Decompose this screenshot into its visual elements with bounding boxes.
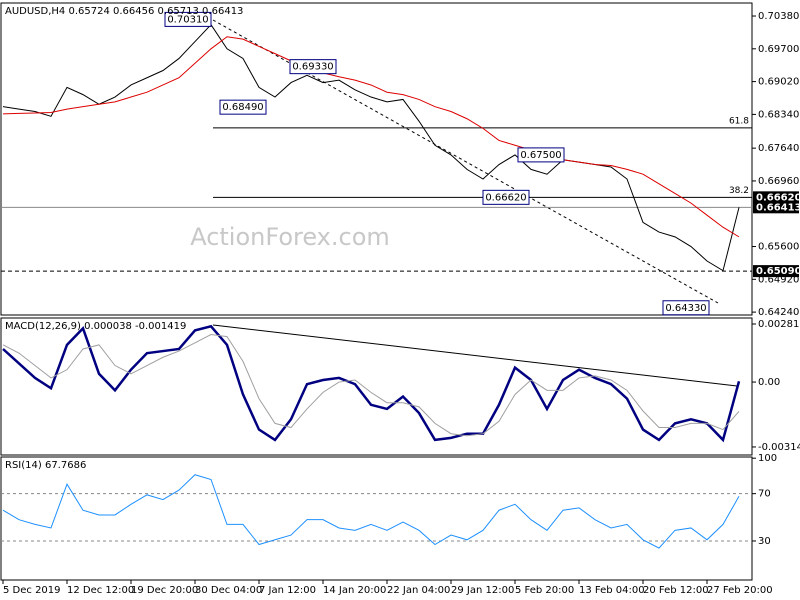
annotation-label: 0.64330 [665,303,706,314]
watermark: ActionForex.com [190,223,390,251]
y-tick-label: 0.70380 [758,11,799,22]
annotation-box [482,189,530,205]
annotation-box [164,11,212,27]
fib-label: 61.8 [729,116,749,126]
x-tick-label: 19 Dec 20:00 [131,585,198,596]
y-tick-label: 0.67640 [758,143,799,154]
y-tick-label: 100 [758,453,777,464]
x-tick-label: 30 Dec 04:00 [195,585,262,596]
y-tick-label: 0.64920 [758,274,799,285]
annotation-box [219,99,267,115]
x-tick-label: 5 Feb 20:00 [515,585,574,596]
x-tick-label: 13 Feb 04:00 [579,585,645,596]
panel [0,456,753,581]
y-tick-label: 0.69700 [758,44,799,55]
panel [0,317,753,456]
x-tick-label: 22 Jan 04:00 [387,585,450,596]
x-tick-label: 27 Feb 20:00 [707,585,773,596]
price-marker-label: 0.65090 [756,266,800,277]
annotation-label: 0.70310 [167,14,208,25]
annotation-label: 0.67500 [520,150,561,161]
annotation-box [289,59,337,75]
price-marker [753,201,799,214]
annotation-label: 0.69330 [292,62,333,73]
x-tick-label: 29 Jan 12:00 [451,585,514,596]
price-marker [753,191,799,204]
x-tick-label: 5 Dec 2019 [3,585,61,596]
y-tick-label: 0.64240 [758,307,799,318]
annotation-label: 0.68490 [222,102,263,113]
y-tick-label: 0.65600 [758,242,799,253]
series-line [2,324,741,443]
annotation-label: 0.66620 [485,192,526,203]
x-tick-label: 7 Jan 12:00 [259,585,316,596]
x-tick-label: 20 Feb 12:00 [643,585,709,596]
series-line [2,474,740,549]
price-marker [753,265,799,278]
price-marker-label: 0.66413 [756,202,800,213]
y-tick-label: 0.66960 [758,176,799,187]
annotation-box [517,147,565,163]
y-tick-label: 70 [758,489,771,500]
panel-title: RSI(14) 67.7686 [5,460,86,471]
y-tick-label: 0.68340 [758,109,799,120]
fib-label: 38.2 [729,186,749,196]
series-line [2,23,740,272]
y-tick-label: 0.00281 [758,319,799,330]
x-tick-label: 12 Dec 12:00 [67,585,134,596]
series-line [2,36,740,238]
x-tick-label: 14 Jan 20:00 [323,585,386,596]
panel-title: AUDUSD,H4 0.65724 0.66456 0.65713 0.6641… [5,6,243,17]
series-line [2,334,740,437]
price-marker-label: 0.66620 [756,192,800,203]
panel [0,2,753,316]
y-tick-label: 0.00 [758,377,780,388]
y-tick-label: 30 [758,536,771,547]
macd-trend-line [212,324,738,387]
y-tick-label: 0.69020 [758,77,799,88]
y-tick-label: -0.003141 [758,442,800,453]
annotation-box [662,300,710,316]
panel-title: MACD(12,26,9) 0.000038 -0.001419 [5,321,186,332]
